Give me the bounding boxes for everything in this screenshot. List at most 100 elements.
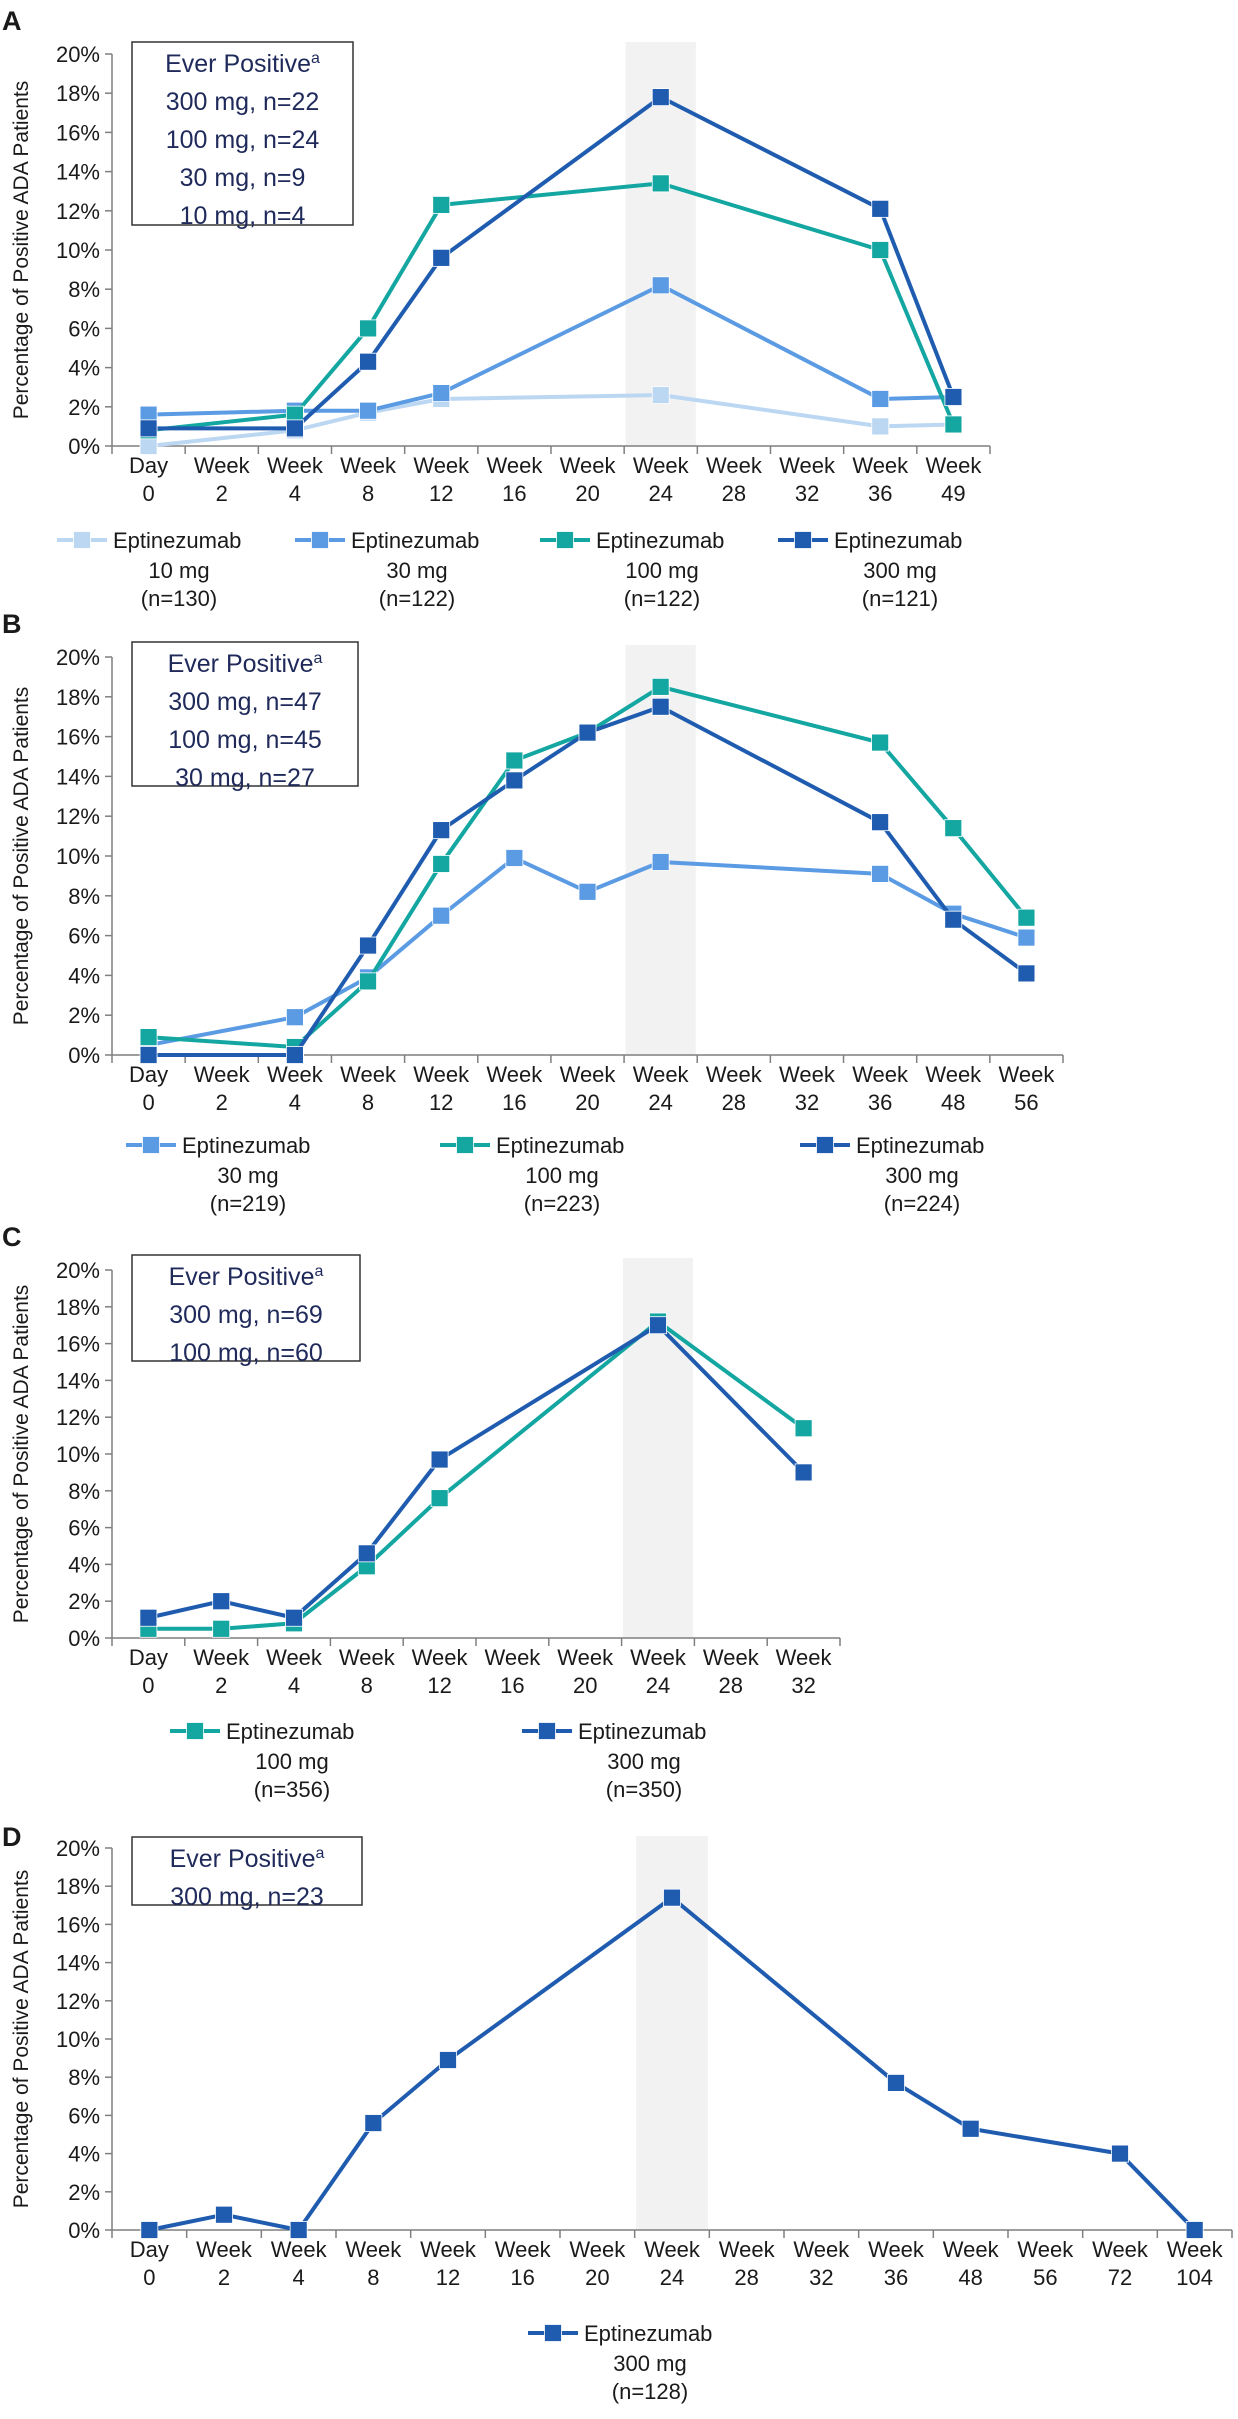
y-tick-label: 18%	[56, 1874, 100, 1899]
x-tick-label: 2	[216, 1090, 228, 1115]
y-tick-label: 6%	[68, 2103, 100, 2128]
x-tick-label: Week	[852, 1062, 909, 1087]
annotation-title: Ever Positivea	[169, 1263, 324, 1291]
legend-dose: 300 mg	[863, 558, 936, 583]
x-tick-label: Week	[194, 1062, 251, 1087]
y-tick-label: 0%	[68, 1626, 100, 1651]
series-30mg	[139, 276, 963, 424]
series-line	[148, 684, 1028, 1050]
data-point	[357, 1544, 376, 1563]
y-tick-label: 0%	[68, 1043, 100, 1068]
x-tick-label: 2	[215, 1673, 227, 1698]
y-tick-label: 20%	[56, 1836, 100, 1861]
x-tick-label: Day	[129, 1062, 168, 1087]
series-10mg	[139, 386, 963, 455]
annotation-title: Ever Positivea	[170, 1845, 325, 1873]
series-300mg	[140, 1888, 1204, 2239]
data-point	[871, 241, 890, 259]
data-point	[887, 2074, 905, 2092]
x-tick-label: Week	[413, 1062, 470, 1087]
data-point	[794, 1463, 813, 1482]
y-tick-label: 8%	[68, 277, 100, 302]
data-point	[139, 1608, 158, 1627]
x-tick-label: Day	[129, 1645, 168, 1670]
y-tick-label: 2%	[68, 1003, 100, 1028]
data-point	[871, 865, 890, 883]
y-tick-label: 10%	[56, 238, 100, 263]
legend-marker	[816, 1136, 834, 1154]
legend-item: Eptinezumab 100 mg (n=356)	[170, 1719, 354, 1802]
x-tick-label: 16	[502, 481, 526, 506]
data-point	[794, 1419, 813, 1438]
data-point	[285, 1046, 304, 1064]
x-tick-label: 20	[573, 1673, 597, 1698]
x-tick-label: 4	[289, 481, 301, 506]
y-tick-label: 14%	[56, 1368, 100, 1393]
x-tick-label: 8	[362, 1090, 374, 1115]
x-tick-label: Week	[852, 453, 909, 478]
annotation-line: 100 mg, n=60	[169, 1339, 323, 1367]
data-point	[871, 417, 890, 436]
x-tick-label: Day	[130, 2237, 169, 2262]
legend-marker	[186, 1722, 204, 1740]
x-tick-label: Week	[999, 1062, 1056, 1087]
data-point	[944, 819, 963, 838]
x-tick-label: Week	[779, 1062, 836, 1087]
x-tick-label: 24	[646, 1673, 670, 1698]
y-tick-label: 6%	[68, 316, 100, 341]
data-point	[1017, 908, 1036, 927]
x-tick-label: 0	[143, 2265, 155, 2290]
x-tick-label: Week	[868, 2237, 925, 2262]
data-point	[651, 386, 670, 404]
legend-n: (n=219)	[210, 1191, 286, 1216]
x-tick-label: Week	[943, 2237, 1000, 2262]
x-tick-label: Week	[196, 2237, 253, 2262]
x-tick-label: Week	[484, 1645, 541, 1670]
x-tick-label: 12	[429, 1090, 453, 1115]
y-tick-label: 0%	[68, 434, 100, 459]
x-tick-label: Week	[630, 1645, 687, 1670]
x-tick-label: 56	[1033, 2265, 1057, 2290]
data-point	[359, 401, 377, 420]
x-tick-label: Week	[339, 1645, 396, 1670]
data-point	[359, 319, 377, 338]
x-tick-label: Week	[1092, 2237, 1149, 2262]
y-tick-label: 14%	[56, 160, 100, 185]
data-point	[505, 771, 524, 790]
legend-marker	[794, 531, 812, 549]
legend-n: (n=122)	[624, 586, 700, 611]
x-tick-label: Week	[420, 2237, 477, 2262]
legend-name: Eptinezumab	[834, 528, 962, 553]
data-point	[289, 2221, 308, 2239]
series-300mg	[139, 697, 1036, 1064]
y-tick-label: 18%	[56, 1295, 100, 1320]
x-tick-label: 4	[289, 1090, 301, 1115]
y-tick-label: 0%	[68, 2218, 100, 2243]
legend-name: Eptinezumab	[596, 528, 724, 553]
annotation-line: 100 mg, n=24	[166, 126, 320, 154]
x-tick-label: 56	[1014, 1090, 1038, 1115]
y-tick-label: 2%	[68, 395, 100, 420]
legend-marker	[142, 1136, 160, 1154]
legend-item: Eptinezumab 100 mg (n=223)	[440, 1133, 624, 1216]
x-tick-label: Week	[569, 2237, 626, 2262]
data-point	[505, 849, 524, 867]
legend-name: Eptinezumab	[856, 1133, 984, 1158]
x-tick-label: 32	[791, 1673, 815, 1698]
y-tick-label: 14%	[56, 764, 100, 789]
legend-n: (n=356)	[254, 1777, 330, 1802]
x-tick-label: Week	[633, 1062, 690, 1087]
x-tick-label: 32	[795, 1090, 819, 1115]
y-tick-label: 12%	[56, 804, 100, 829]
data-point	[651, 174, 670, 193]
annotation-title: Ever Positivea	[165, 50, 320, 78]
legend-name: Eptinezumab	[496, 1133, 624, 1158]
x-tick-label: 49	[941, 481, 965, 506]
y-tick-label: 16%	[56, 120, 100, 145]
y-tick-label: 20%	[56, 42, 100, 67]
x-tick-label: 12	[429, 481, 453, 506]
series-30mg	[139, 849, 1036, 1054]
y-tick-label: 4%	[68, 1552, 100, 1577]
x-tick-label: 32	[809, 2265, 833, 2290]
